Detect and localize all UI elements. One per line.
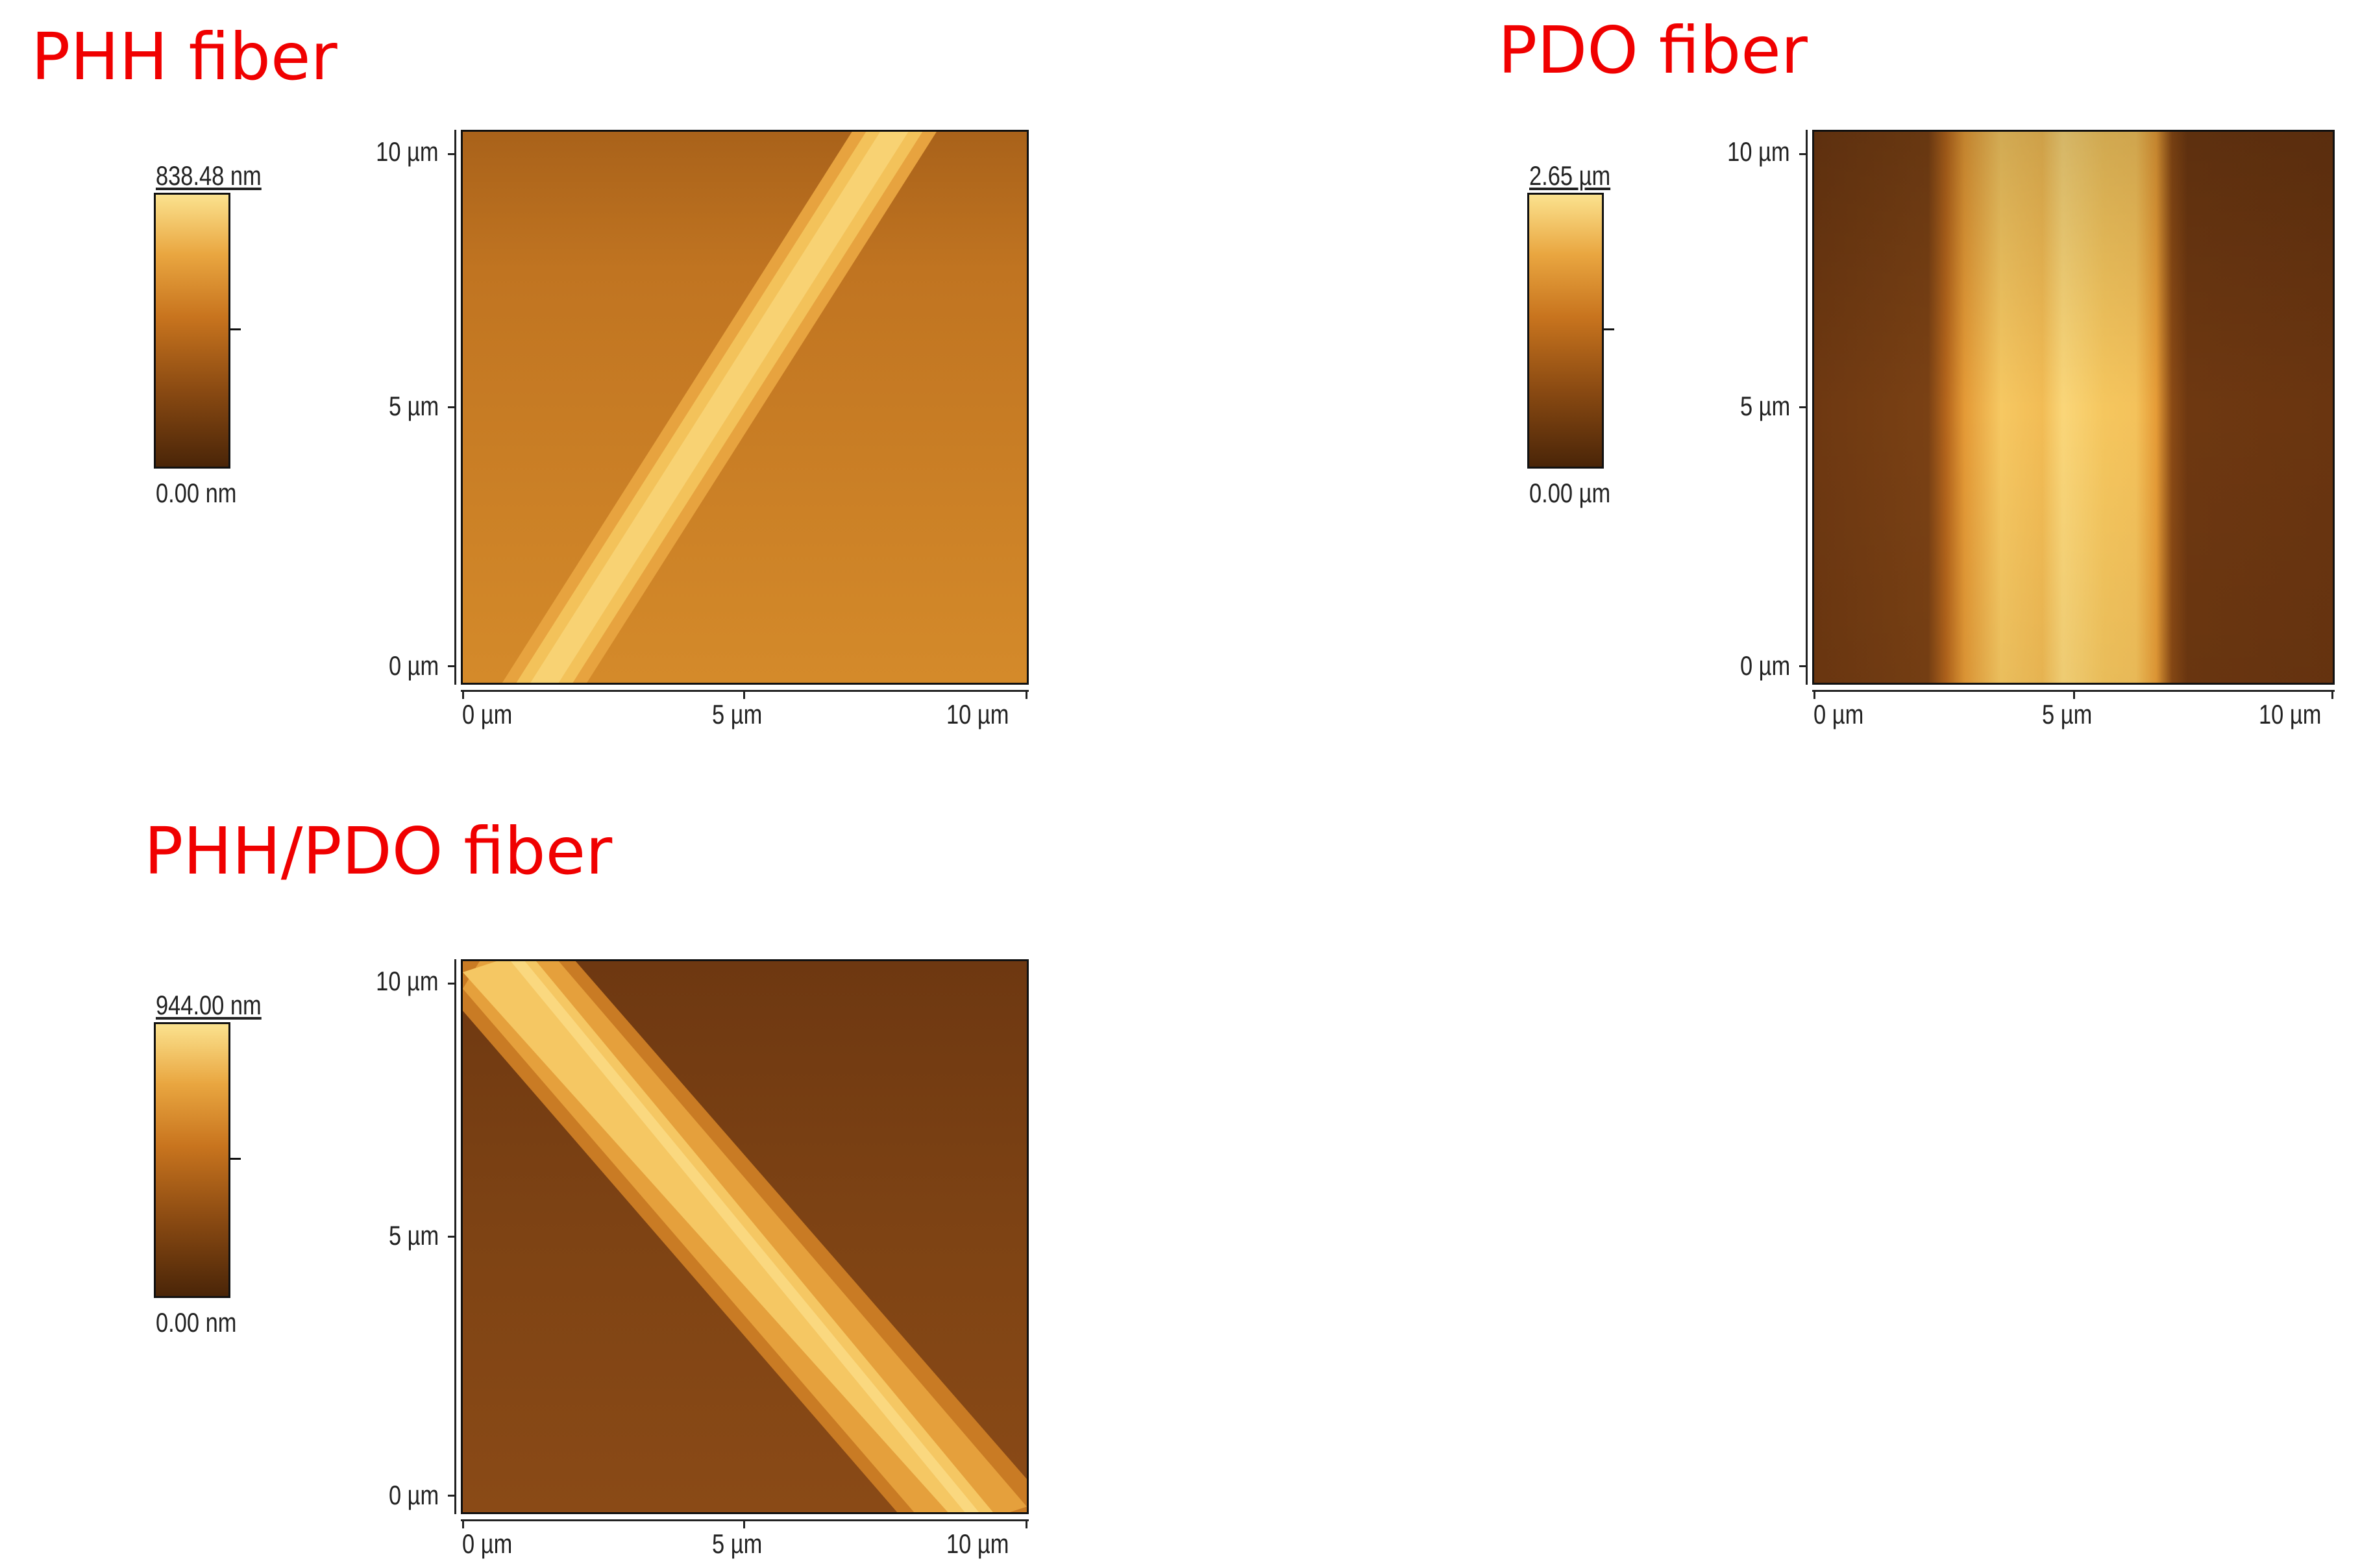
phh-pdo-afm-height-image [461, 959, 1029, 1514]
phh-pdo-colorbar-tick [230, 1158, 241, 1160]
phh-height-colorbar [154, 193, 230, 469]
phh-pdo-y-tick-10 [448, 983, 456, 985]
phh-x-tick-label-5: 5 µm [712, 699, 763, 729]
phh-afm-height-image [461, 130, 1029, 685]
phh-pdo-y-tick-label-5: 5 µm [388, 1220, 439, 1251]
phh-x-tick-0 [462, 690, 464, 699]
pdo-y-tick-5 [1799, 406, 1807, 408]
phh-y-tick-10 [448, 153, 456, 155]
pdo-y-tick-0 [1799, 665, 1807, 667]
phh-pdo-height-colorbar [154, 1022, 230, 1298]
pdo-x-tick-5 [2073, 690, 2075, 699]
pdo-x-tick-0 [1813, 690, 1815, 699]
phh-pdo-y-tick-0 [448, 1495, 456, 1497]
pdo-height-colorbar [1527, 193, 1604, 469]
pdo-colorbar-max-label: 2.65 µm [1529, 160, 1611, 191]
pdo-x-tick-label-0: 0 µm [1813, 699, 1864, 729]
pdo-panel-title: PDO fiber [1498, 12, 1808, 88]
phh-pdo-x-tick-0 [462, 1519, 464, 1528]
phh-y-tick-label-5: 5 µm [388, 391, 439, 421]
phh-pdo-x-tick-label-10: 10 µm [946, 1528, 1009, 1559]
phh-colorbar-tick [230, 328, 241, 330]
phh-pdo-y-tick-label-0: 0 µm [388, 1480, 439, 1510]
phh-colorbar-min-label: 0.00 nm [156, 478, 237, 508]
pdo-x-tick-label-10: 10 µm [2259, 699, 2322, 729]
phh-x-tick-label-0: 0 µm [462, 699, 513, 729]
pdo-colorbar-tick [1604, 328, 1614, 330]
pdo-y-tick-label-10: 10 µm [1727, 136, 1790, 167]
pdo-colorbar-min-label: 0.00 µm [1529, 478, 1611, 508]
pdo-y-tick-label-5: 5 µm [1739, 391, 1790, 421]
pdo-y-tick-label-0: 0 µm [1739, 650, 1790, 681]
pdo-afm-height-image [1812, 130, 2335, 685]
phh-panel-title: PHH fiber [31, 19, 338, 95]
phh-x-tick-10 [1026, 690, 1027, 699]
phh-y-tick-5 [448, 406, 456, 408]
pdo-x-tick-10 [2331, 690, 2333, 699]
phh-y-tick-label-0: 0 µm [388, 650, 439, 681]
phh-colorbar-max-label: 838.48 nm [156, 160, 262, 191]
pdo-y-tick-10 [1799, 153, 1807, 155]
phh-pdo-x-tick-label-0: 0 µm [462, 1528, 513, 1559]
phh-pdo-y-tick-5 [448, 1236, 456, 1238]
phh-y-tick-0 [448, 665, 456, 667]
phh-pdo-x-tick-label-5: 5 µm [712, 1528, 763, 1559]
phh-x-tick-label-10: 10 µm [946, 699, 1009, 729]
phh-pdo-y-tick-label-10: 10 µm [376, 966, 439, 996]
phh-pdo-x-tick-10 [1026, 1519, 1027, 1528]
phh-x-tick-5 [743, 690, 745, 699]
phh-pdo-colorbar-max-label: 944.00 nm [156, 990, 262, 1020]
phh-pdo-x-tick-5 [743, 1519, 745, 1528]
phh-y-tick-label-10: 10 µm [376, 136, 439, 167]
pdo-x-tick-label-5: 5 µm [2042, 699, 2093, 729]
phh-pdo-panel-title: PHH/PDO fiber [144, 813, 613, 889]
phh-pdo-colorbar-min-label: 0.00 nm [156, 1307, 237, 1338]
